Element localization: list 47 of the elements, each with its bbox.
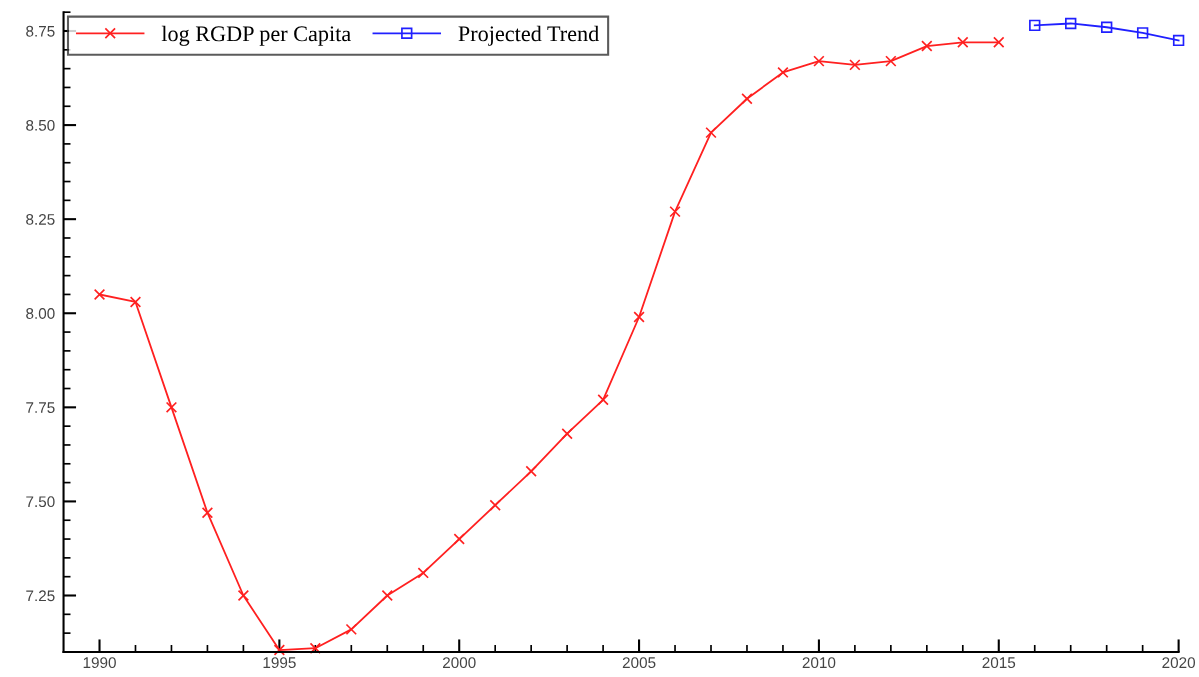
point — [597, 394, 609, 406]
point — [1136, 27, 1149, 39]
y-tick-label: 7.75 — [26, 402, 55, 414]
point — [993, 36, 1005, 48]
point — [705, 126, 717, 139]
point — [345, 623, 358, 636]
x-tick-label: 2020 — [1162, 657, 1196, 669]
point — [129, 296, 142, 308]
y-tick-label: 7.50 — [26, 496, 55, 508]
point — [1065, 17, 1077, 30]
point — [417, 567, 429, 579]
point — [741, 93, 753, 105]
point — [885, 55, 897, 67]
y-tick-label: 8.50 — [26, 119, 55, 131]
y-tick-label: 8.00 — [26, 308, 55, 319]
point — [309, 642, 322, 654]
point — [957, 36, 969, 48]
y-tick-label: 7.25 — [26, 590, 55, 602]
point — [849, 59, 861, 71]
x-tick-label: 1990 — [83, 657, 116, 669]
y-tick-label: 8.25 — [26, 214, 55, 225]
point — [237, 589, 250, 602]
point — [1100, 21, 1113, 33]
point — [1029, 19, 1041, 32]
point — [93, 288, 106, 301]
point — [633, 311, 645, 323]
legend-label: Projected Trend — [458, 25, 599, 46]
x-tick-label: 2015 — [982, 657, 1016, 669]
point — [1172, 34, 1185, 47]
point — [453, 533, 465, 545]
y-tick-label: 8.75 — [26, 25, 55, 37]
x-tick-label: 2010 — [802, 657, 836, 669]
legend-label: log RGDP per Capita — [161, 25, 351, 46]
point — [273, 644, 286, 656]
point — [669, 205, 681, 218]
point — [525, 465, 537, 478]
point — [165, 401, 178, 414]
x-tick-label: 1995 — [263, 657, 296, 669]
point — [921, 40, 933, 52]
point — [777, 66, 789, 79]
x-tick-label: 2000 — [442, 657, 476, 669]
point — [813, 55, 825, 67]
x-tick-label: 2005 — [622, 657, 656, 669]
point — [381, 589, 393, 602]
point — [561, 427, 573, 440]
point — [201, 507, 214, 519]
point — [489, 499, 501, 511]
